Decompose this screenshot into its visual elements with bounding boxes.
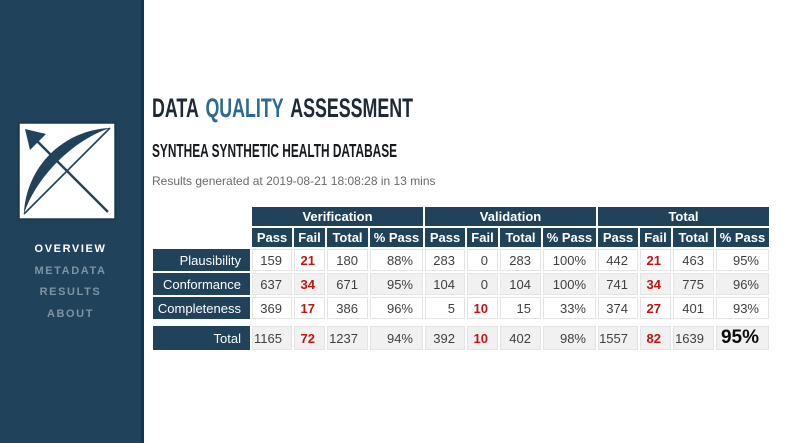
cell-pct: 88%	[370, 249, 423, 271]
row-label: Conformance	[153, 273, 250, 295]
col-header-pass: Pass	[252, 228, 292, 247]
col-header-fail: Fail	[467, 228, 498, 247]
col-header-pct: % Pass	[370, 228, 423, 247]
cell-total: 775	[673, 273, 714, 295]
col-header-fail: Fail	[640, 228, 671, 247]
cell-total: 180	[327, 249, 368, 271]
row-label: Total	[153, 326, 250, 350]
cell-pct: 33%	[543, 297, 596, 319]
results-table-body: Plausibility 159 21 180 88% 283 0 283 100% 442 21 4…	[153, 249, 769, 350]
corner-spacer	[153, 228, 250, 247]
col-header-fail: Fail	[294, 228, 325, 247]
group-header-validation: Validation	[425, 207, 596, 226]
col-header-pct: % Pass	[543, 228, 596, 247]
cell-pct: 100%	[543, 249, 596, 271]
cell-pct: 95%	[716, 249, 769, 271]
sidebar-nav: OVERVIEW METADATA RESULTS ABOUT	[0, 244, 141, 330]
cell-total: 104	[500, 273, 541, 295]
sidebar-item-metadata[interactable]: METADATA	[34, 264, 107, 277]
cell-total: 401	[673, 297, 714, 319]
cell-fail: 10	[467, 297, 498, 319]
cell-pass: 374	[598, 297, 638, 319]
cell-total: 1237	[327, 326, 368, 350]
cell-pass: 283	[425, 249, 465, 271]
col-header-pass: Pass	[425, 228, 465, 247]
cell-total: 1639	[673, 326, 714, 350]
cell-pct: 95%	[370, 273, 423, 295]
results-table-head: Verification Validation Total Pass Fail Total…	[153, 207, 769, 247]
title-word-quality: QUALITY	[205, 93, 284, 123]
cell-pass: 1165	[252, 326, 292, 350]
main-content: DATA QUALITY ASSESSMENT SYNTHEA SYNTHETIC …	[144, 0, 800, 443]
group-header-row: Verification Validation Total	[153, 207, 769, 226]
cell-pct: 98%	[543, 326, 596, 350]
title-word-data: DATA	[152, 93, 199, 123]
cell-pass: 392	[425, 326, 465, 350]
cell-pass: 442	[598, 249, 638, 271]
cell-pct: 94%	[370, 326, 423, 350]
bow-and-arrow-icon	[17, 121, 117, 221]
cell-fail: 72	[294, 326, 325, 350]
cell-total: 386	[327, 297, 368, 319]
results-table: Verification Validation Total Pass Fail Total…	[151, 205, 771, 352]
row-label: Completeness	[153, 297, 250, 319]
title-word-assessment: ASSESSMENT	[290, 93, 414, 123]
row-gap	[153, 321, 769, 324]
cell-fail: 10	[467, 326, 498, 350]
cell-fail: 34	[294, 273, 325, 295]
cell-total: 283	[500, 249, 541, 271]
cell-pass: 741	[598, 273, 638, 295]
cell-fail: 82	[640, 326, 671, 350]
col-header-pass: Pass	[598, 228, 638, 247]
cell-pct: 96%	[370, 297, 423, 319]
cell-pass: 637	[252, 273, 292, 295]
table-row-completeness: Completeness 369 17 386 96% 5 10 15 33% 374 27 401 9…	[153, 297, 769, 319]
cell-total: 463	[673, 249, 714, 271]
sidebar-item-results[interactable]: RESULTS	[39, 286, 102, 298]
sidebar: OVERVIEW METADATA RESULTS ABOUT	[0, 0, 144, 443]
row-label: Plausibility	[153, 249, 250, 271]
col-header-total: Total	[327, 228, 368, 247]
gap-cell	[153, 321, 769, 324]
cell-pass: 1557	[598, 326, 638, 350]
sub-header-row: Pass Fail Total% Pass Pass Fail Total% Pass Pa…	[153, 228, 769, 247]
col-header-pct: % Pass	[716, 228, 769, 247]
col-header-total: Total	[673, 228, 714, 247]
results-generated-text: Results generated at 2019-08-21 18:08:28…	[152, 174, 436, 188]
group-header-total: Total	[598, 207, 769, 226]
cell-pass: 5	[425, 297, 465, 319]
cell-fail: 21	[294, 249, 325, 271]
app-logo	[17, 121, 117, 221]
cell-pass: 369	[252, 297, 292, 319]
cell-pct: 100%	[543, 273, 596, 295]
cell-total: 15	[500, 297, 541, 319]
cell-pass: 159	[252, 249, 292, 271]
cell-fail: 34	[640, 273, 671, 295]
cell-pct: 96%	[716, 273, 769, 295]
cell-fail: 21	[640, 249, 671, 271]
col-header-total: Total	[500, 228, 541, 247]
corner-spacer	[153, 207, 250, 226]
table-row-total: Total 1165 72 1237 94% 392 10 402 98% 1557 82 1639 9…	[153, 326, 769, 350]
cell-fail: 27	[640, 297, 671, 319]
cell-total: 402	[500, 326, 541, 350]
cell-total: 671	[327, 273, 368, 295]
cell-fail: 0	[467, 249, 498, 271]
cell-fail: 0	[467, 273, 498, 295]
group-header-verification: Verification	[252, 207, 423, 226]
cell-pct: 95%	[716, 326, 769, 350]
page-title: DATA QUALITY ASSESSMENT	[152, 95, 413, 122]
table-row-plausibility: Plausibility 159 21 180 88% 283 0 283 100% 442 21 4…	[153, 249, 769, 271]
table-row-conformance: Conformance 637 34 671 95% 104 0 104 100% 741 34 77…	[153, 273, 769, 295]
sidebar-item-overview[interactable]: OVERVIEW	[34, 243, 107, 255]
database-title: SYNTHEA SYNTHETIC HEALTH DATABASE	[152, 141, 398, 161]
cell-fail: 17	[294, 297, 325, 319]
cell-pct: 93%	[716, 297, 769, 319]
cell-pass: 104	[425, 273, 465, 295]
results-table-wrap: Verification Validation Total Pass Fail Total…	[151, 205, 771, 352]
sidebar-item-about[interactable]: ABOUT	[46, 307, 95, 320]
